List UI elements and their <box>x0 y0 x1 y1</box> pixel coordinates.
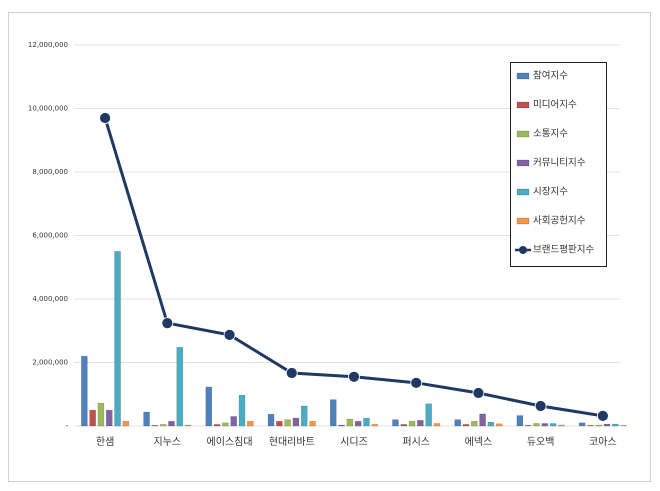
bar <box>106 409 113 427</box>
bar <box>541 423 549 427</box>
line-marker <box>534 400 547 412</box>
x-tick-label: 시디즈 <box>340 436 368 448</box>
line-marker <box>596 409 609 422</box>
legend-swatch <box>516 130 530 138</box>
bar <box>184 424 192 427</box>
bar <box>292 417 300 427</box>
bar <box>247 420 254 427</box>
x-tick-label: 듀오백 <box>527 436 555 448</box>
bar <box>479 413 486 427</box>
y-tick-label: 2,000,000 <box>32 359 68 367</box>
bar <box>151 425 159 427</box>
bar <box>578 422 586 427</box>
legend-label: 참여지수 <box>533 70 568 82</box>
x-tick-label: 퍼시스 <box>402 436 430 448</box>
y-tick-label: 12,000,000 <box>28 41 68 49</box>
bar <box>300 405 308 427</box>
legend-swatch <box>516 188 530 196</box>
bar <box>230 416 237 427</box>
bar <box>454 419 461 427</box>
bar <box>471 420 478 427</box>
bar <box>222 422 229 427</box>
bar <box>516 415 524 427</box>
bar <box>276 420 283 427</box>
bar <box>354 420 362 427</box>
legend-label: 소통지수 <box>533 129 568 140</box>
x-tick-label: 에이스침대 <box>207 436 253 448</box>
bar <box>330 399 337 427</box>
bar <box>462 424 470 427</box>
bar <box>487 421 495 427</box>
bar <box>267 414 275 427</box>
bar <box>97 402 105 427</box>
bar <box>408 420 416 427</box>
y-tick-label: 6,000,000 <box>32 232 68 240</box>
legend-swatch <box>516 101 530 109</box>
bar <box>612 423 619 427</box>
line-marker <box>472 387 485 399</box>
bar <box>309 420 316 427</box>
x-tick-label: 한샘 <box>96 436 114 448</box>
bar <box>533 423 540 427</box>
bar <box>392 419 399 427</box>
bar <box>284 419 291 427</box>
x-tick-label: 지누스 <box>154 436 182 448</box>
bar <box>558 424 565 427</box>
line-marker <box>161 317 174 330</box>
bar <box>143 411 150 427</box>
y-tick-label: 10,000,000 <box>28 105 68 113</box>
y-tick-label: 8,000,000 <box>32 168 68 176</box>
bar <box>495 423 503 427</box>
y-tick-label: - <box>65 422 68 430</box>
line-marker <box>223 328 236 341</box>
bar <box>603 423 611 427</box>
bar <box>549 423 557 427</box>
legend-label: 시장지수 <box>533 187 568 198</box>
line-marker <box>348 370 360 383</box>
bar <box>433 423 441 427</box>
legend-swatch <box>516 217 530 225</box>
legend-swatch <box>516 72 530 80</box>
bar <box>89 409 96 427</box>
bar <box>417 420 424 427</box>
bar <box>524 425 532 427</box>
bar <box>205 386 213 427</box>
legend-label: 브랜드평판지수 <box>533 245 594 256</box>
bar <box>425 403 432 427</box>
y-tick-label: 4,000,000 <box>32 295 68 303</box>
bar <box>159 424 167 427</box>
bar <box>400 424 408 427</box>
bar <box>371 424 378 427</box>
x-tick-label: 현대리바트 <box>269 436 315 448</box>
bar <box>213 424 221 427</box>
legend-label: 사회공헌지수 <box>533 216 586 227</box>
x-tick-label: 에넥스 <box>465 436 493 448</box>
bar <box>176 347 184 427</box>
bar <box>114 251 121 427</box>
line-marker <box>410 376 423 389</box>
legend-label: 미디어지수 <box>533 100 577 111</box>
line-marker <box>99 112 112 124</box>
bar <box>168 420 175 427</box>
bar <box>81 355 88 427</box>
bar <box>363 417 370 427</box>
bar <box>122 420 130 427</box>
bar <box>338 424 345 427</box>
bar <box>587 425 594 427</box>
legend-label: 커뮤니티지수 <box>533 158 586 169</box>
bar <box>595 424 602 427</box>
legend-marker <box>519 246 527 254</box>
x-tick-label: 코아스 <box>589 436 617 448</box>
legend-swatch <box>516 159 530 167</box>
bar <box>238 394 246 427</box>
bar <box>346 418 354 427</box>
bar <box>620 425 627 427</box>
line-marker <box>285 367 298 379</box>
